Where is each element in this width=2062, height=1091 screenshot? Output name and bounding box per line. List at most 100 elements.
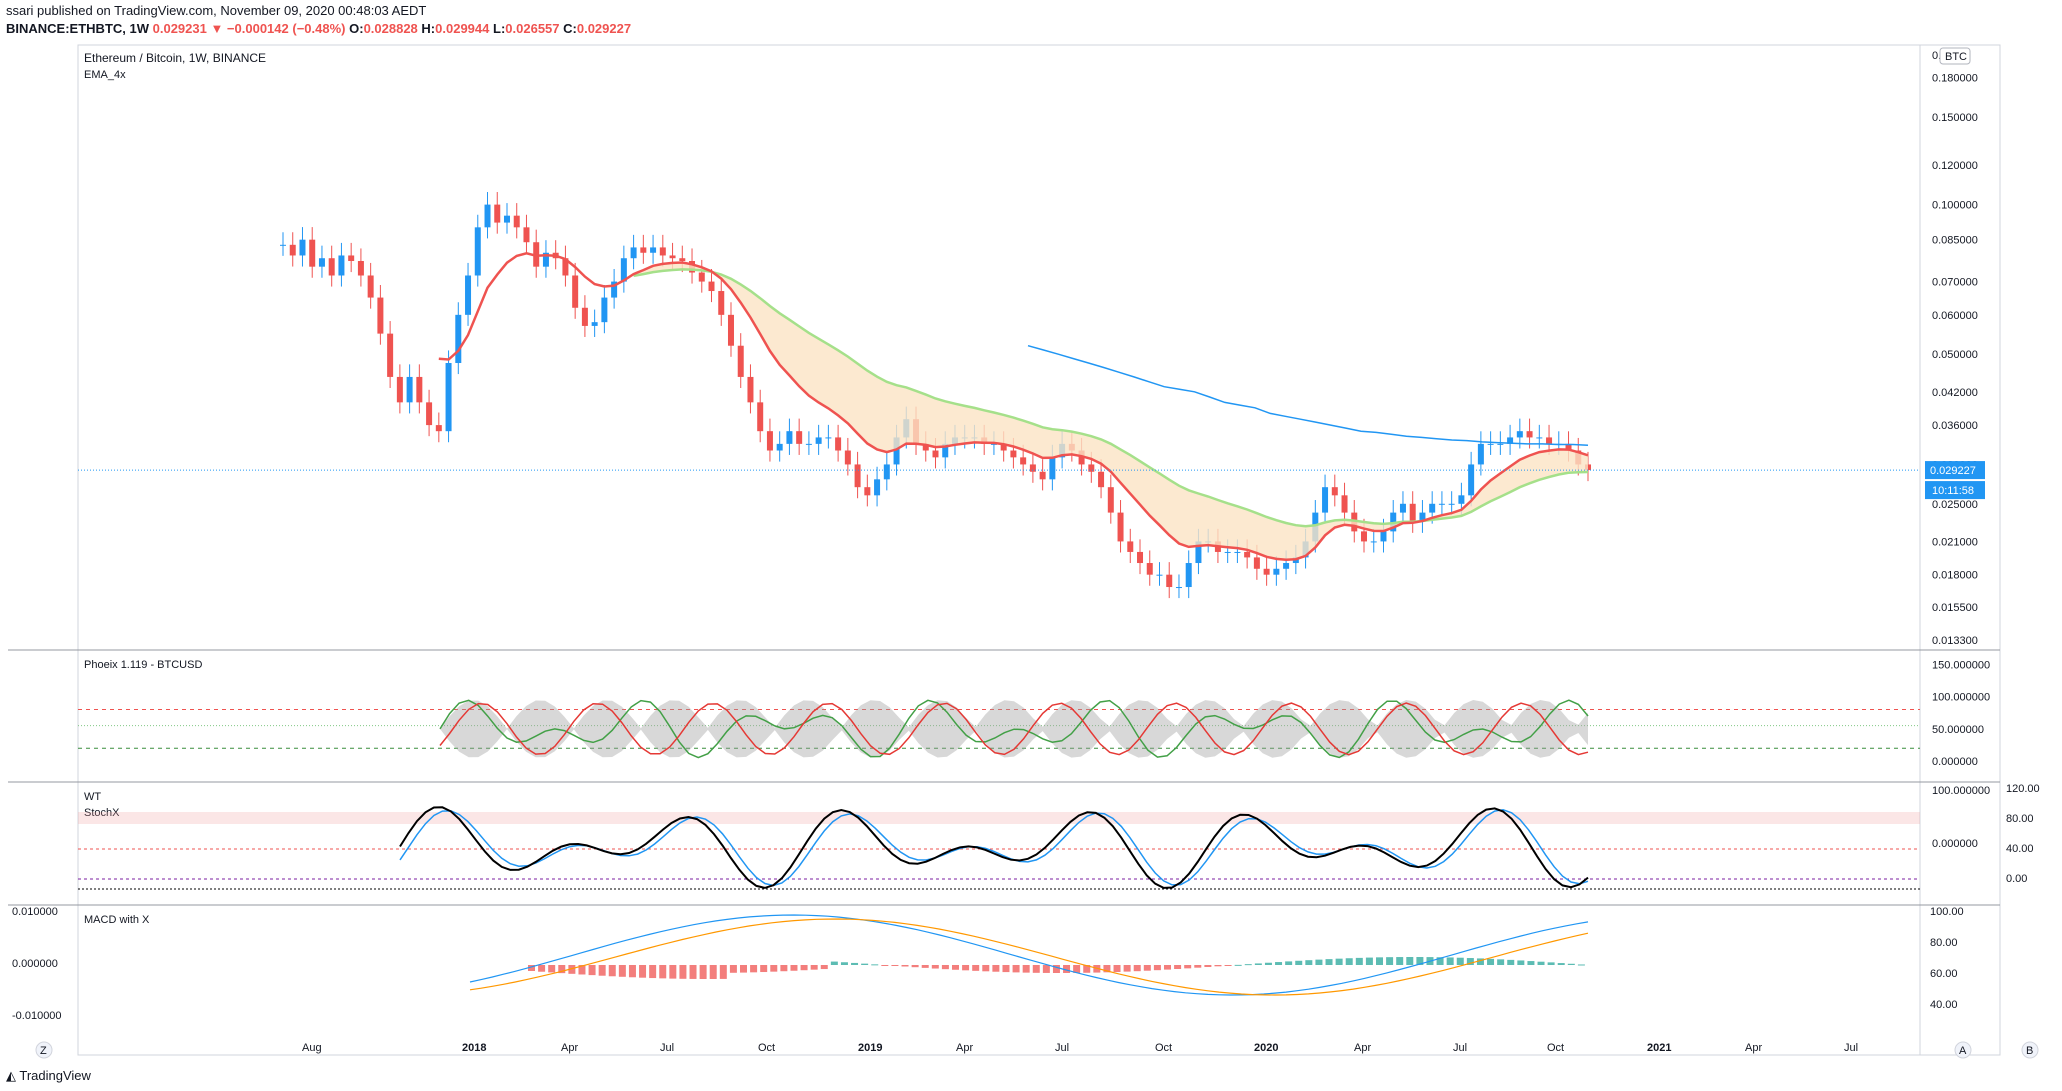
candle [893, 437, 900, 465]
candle [1253, 557, 1260, 569]
macd-histogram-bar [1416, 957, 1424, 965]
macd-histogram-bar [1123, 965, 1131, 972]
macd-tick-left: 0.000000 [12, 958, 58, 970]
macd-histogram-bar [1315, 959, 1323, 965]
macd-histogram-bar [1153, 965, 1161, 971]
macd-histogram-bar [1517, 960, 1525, 965]
macd-histogram-bar [1063, 965, 1071, 973]
high-value: 0.029944 [435, 21, 490, 36]
candle [445, 363, 452, 432]
macd-histogram-bar [760, 965, 768, 973]
candle [737, 345, 744, 377]
macd-histogram-bar [780, 965, 788, 972]
macd-histogram-bar [1244, 964, 1252, 966]
macd-histogram-bar [1285, 961, 1293, 965]
macd-histogram-bar [1386, 957, 1394, 965]
macd-histogram-bar [588, 965, 596, 976]
macd-histogram-bar [1254, 963, 1262, 965]
time-tick-label: Apr [561, 1042, 578, 1054]
macd-histogram-bar [1487, 958, 1495, 965]
macd-histogram-bar [1174, 965, 1182, 969]
candle [1137, 551, 1144, 564]
macd-histogram-bar [1365, 957, 1373, 965]
candle [572, 275, 579, 308]
price-tick-label: 0.085000 [1932, 235, 1978, 247]
phoeix-green-line [439, 699, 1589, 759]
time-tick-label: Jul [1844, 1042, 1858, 1054]
macd-tick-left: -0.010000 [12, 1010, 62, 1022]
price-tick-label: 0.060000 [1932, 310, 1978, 322]
candle [1322, 487, 1329, 513]
macd-histogram-bar [1224, 965, 1232, 966]
macd-histogram-bar [911, 965, 919, 968]
macd-histogram-bar [891, 965, 899, 966]
candle [581, 307, 588, 326]
time-tick-label: Jul [660, 1042, 674, 1054]
macd-tick-right: 40.00 [1930, 999, 1958, 1011]
macd-histogram-bar [1305, 960, 1313, 965]
candle [1429, 503, 1436, 513]
candle [406, 376, 413, 403]
macd-histogram-bar [659, 965, 667, 979]
macd-histogram-bar [1406, 957, 1414, 965]
b-button-label: B [2026, 1045, 2033, 1057]
candle [1546, 437, 1553, 444]
candle [1166, 574, 1173, 588]
macd-histogram-bar [1345, 958, 1353, 965]
chart-area[interactable]: 0.180000 0.150000 0.120000 0.100000 0.085000… [0, 40, 2062, 1062]
wt-black-line [399, 806, 1589, 889]
candle [883, 464, 890, 480]
candle [727, 314, 734, 346]
macd-tick-left: 0.010000 [12, 906, 58, 918]
macd-histogram-bar [669, 965, 677, 979]
candle [503, 215, 510, 223]
macd-histogram-bar [699, 965, 707, 979]
macd-histogram-bar [1466, 958, 1474, 965]
time-tick-label: 2019 [858, 1042, 882, 1054]
candle [513, 215, 520, 228]
phoeix-tick: 50.000000 [1932, 724, 1984, 736]
phoeix-red-line [439, 702, 1589, 756]
macd-histogram-bar [1002, 965, 1010, 973]
candle [766, 431, 773, 451]
candle [367, 275, 374, 298]
macd-histogram-bar [598, 965, 606, 976]
candle [796, 431, 803, 444]
countdown-label: 10:11:58 [1932, 485, 1974, 497]
candle [1029, 464, 1036, 472]
candle [396, 376, 403, 403]
candle [1361, 531, 1368, 542]
zoom-button [35, 1041, 53, 1059]
wt-tick: 100.000000 [1932, 785, 1990, 797]
macd-tick-right: 60.00 [1930, 968, 1958, 980]
candle [377, 297, 384, 334]
macd-histogram-bar [871, 964, 879, 966]
macd-histogram-bar [810, 965, 818, 970]
b-button [2021, 1041, 2039, 1059]
macd-histogram-bar [1507, 959, 1515, 965]
macd-histogram-bar [1476, 958, 1484, 965]
last-price-box [1925, 461, 1985, 480]
macd-histogram-bar [992, 965, 1000, 972]
macd-histogram-bar [1164, 965, 1171, 970]
candle [669, 255, 676, 259]
candle [474, 227, 481, 276]
candle [1098, 471, 1105, 488]
macd-histogram-bar [1143, 965, 1151, 971]
time-tick-label: Oct [1155, 1042, 1172, 1054]
macd-histogram-bar [1527, 961, 1535, 965]
candle [465, 275, 472, 315]
candle [1127, 541, 1134, 552]
candle [1146, 563, 1153, 575]
candle [591, 322, 598, 326]
macd-signal-line [469, 918, 1589, 996]
macd-histogram-bar [962, 965, 970, 971]
macd-histogram-bar [790, 965, 798, 971]
macd-histogram-bar [1073, 965, 1081, 973]
publish-info: ssari published on TradingView.com, Nove… [6, 3, 427, 18]
price-tick-label: 0.100000 [1932, 200, 1978, 212]
macd-histogram-bar [1204, 965, 1212, 968]
candle [864, 487, 871, 496]
wt-tick: 0.000000 [1932, 838, 1978, 850]
candle [1458, 495, 1465, 504]
